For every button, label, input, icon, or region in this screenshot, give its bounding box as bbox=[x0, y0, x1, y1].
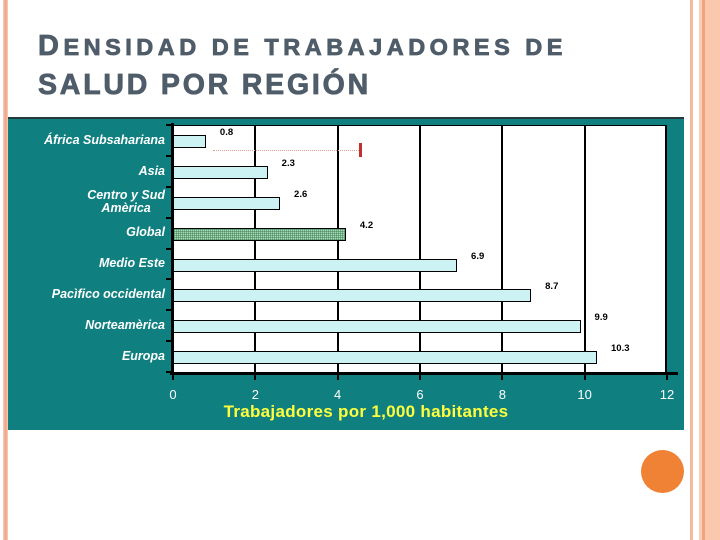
x-tick-label: 12 bbox=[659, 387, 675, 402]
bar-4 bbox=[173, 258, 458, 272]
bar-7 bbox=[173, 351, 598, 365]
bar-value-label: 9.9 bbox=[594, 312, 608, 324]
slide-title: Densidad de trabajadores de salud por re… bbox=[38, 24, 678, 106]
gridline-x-2 bbox=[254, 126, 257, 373]
gridline-x-4 bbox=[336, 126, 339, 373]
x-axis-tick bbox=[666, 375, 668, 380]
bar-0 bbox=[173, 135, 206, 148]
bar-value-label: 6.9 bbox=[471, 250, 485, 262]
bar-1 bbox=[173, 165, 268, 179]
bar-3 bbox=[173, 227, 346, 241]
y-axis-tick bbox=[166, 216, 172, 219]
x-tick-label: 6 bbox=[416, 387, 424, 402]
bar-value-label: 0.8 bbox=[219, 127, 234, 138]
bar-chart: 0.8 2.3 2.6 4.2 6.9 8.7 9.9 10.3 Trabajadores p… bbox=[8, 117, 684, 430]
bar-6 bbox=[173, 320, 581, 334]
y-axis-tick bbox=[166, 309, 172, 312]
category-label: Norteamèrica bbox=[85, 317, 165, 332]
orange-circle-decoration bbox=[641, 450, 684, 493]
x-tick-label: 2 bbox=[251, 387, 259, 402]
chart-top-border bbox=[8, 117, 684, 119]
y-axis-tick bbox=[166, 371, 172, 373]
right-edge-striped-band bbox=[686, 0, 720, 540]
y-axis-tick bbox=[166, 124, 172, 126]
category-label: Europa bbox=[121, 348, 165, 363]
left-edge-stripe bbox=[3, 0, 8, 540]
x-axis-title: Trabajadores por 1,000 habitantes bbox=[223, 402, 509, 421]
category-label: Centro y Sud Amèrica bbox=[87, 187, 165, 216]
category-label: África Subsahariana bbox=[44, 132, 165, 147]
bar-value-label: 10.3 bbox=[611, 343, 630, 355]
x-axis-tick bbox=[254, 375, 257, 380]
slide-title-line2: salud por región bbox=[38, 69, 371, 102]
x-tick-label: 8 bbox=[498, 387, 506, 402]
slide-title-line1: Densidad de trabajadores de bbox=[38, 30, 567, 63]
bar-value-label: 2.6 bbox=[294, 188, 308, 200]
bar-2 bbox=[173, 196, 281, 210]
bar-5 bbox=[173, 289, 532, 303]
x-tick-label: 0 bbox=[169, 387, 177, 402]
category-label: Global bbox=[126, 225, 165, 240]
y-axis-tick bbox=[166, 278, 172, 281]
x-axis-tick bbox=[172, 375, 174, 380]
bar-value-label: 2.3 bbox=[281, 157, 295, 169]
x-axis-tick bbox=[501, 375, 504, 380]
category-label: Medio Este bbox=[99, 256, 165, 271]
y-axis-line bbox=[171, 123, 174, 375]
x-axis-line bbox=[170, 372, 678, 375]
gridline-x-6 bbox=[419, 126, 421, 373]
annotation-dotted-line bbox=[212, 150, 360, 151]
y-axis-tick bbox=[166, 185, 172, 188]
bar-value-label: 4.2 bbox=[359, 219, 374, 231]
x-axis-tick bbox=[336, 375, 339, 380]
gridline-x-8 bbox=[501, 126, 504, 373]
bar-value-label: 8.7 bbox=[545, 281, 559, 293]
gridline-x-10 bbox=[583, 126, 586, 373]
y-axis-tick bbox=[166, 154, 172, 157]
y-axis-tick bbox=[166, 340, 172, 343]
x-tick-label: 10 bbox=[577, 387, 592, 402]
category-label: Pacìfico occidental bbox=[51, 287, 165, 302]
x-axis-tick bbox=[583, 375, 586, 380]
chart-plot-area: 0.8 2.3 2.6 4.2 6.9 8.7 9.9 10.3 bbox=[173, 125, 667, 373]
y-axis-tick bbox=[166, 247, 172, 250]
category-label: Asia bbox=[138, 163, 165, 178]
x-tick-label: 4 bbox=[334, 387, 342, 402]
annotation-end-mark bbox=[359, 143, 363, 157]
x-axis-tick bbox=[419, 375, 421, 380]
